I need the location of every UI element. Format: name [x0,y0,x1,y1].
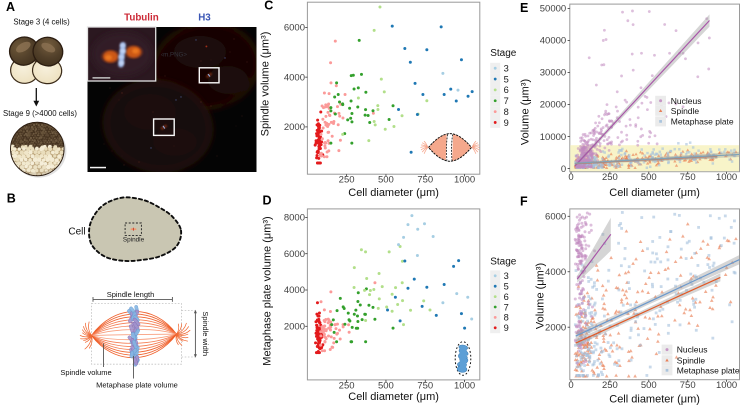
svg-text:Spindle volume (μm³): Spindle volume (μm³) [260,32,272,137]
svg-text:6000: 6000 [545,212,566,223]
svg-text:Cell diameter (μm): Cell diameter (μm) [609,187,700,199]
svg-text:F: F [520,195,528,209]
svg-text:500: 500 [378,380,394,391]
svg-text:1000: 1000 [716,380,737,391]
svg-text:Spindle length: Spindle length [107,290,155,299]
svg-text:E: E [520,1,528,15]
svg-text:Volume (μm³): Volume (μm³) [534,263,546,329]
svg-text:A: A [6,0,15,14]
svg-text:750: 750 [417,380,433,391]
svg-text:Stage: Stage [490,48,517,59]
svg-text:7: 7 [504,302,509,312]
svg-text:750: 750 [680,380,696,391]
svg-text:500: 500 [641,172,657,183]
svg-text:6: 6 [504,85,509,95]
svg-text:50000: 50000 [540,4,566,15]
svg-text:1000: 1000 [716,172,737,183]
svg-text:30000: 30000 [540,68,566,79]
svg-text:250: 250 [339,380,355,391]
svg-text:Nucleus: Nucleus [671,96,702,106]
svg-text:Spindle: Spindle [123,237,145,244]
svg-text:Spindle: Spindle [677,355,706,365]
svg-text:Cell: Cell [68,226,85,237]
svg-text:750: 750 [417,175,433,186]
svg-text:Cell diameter (μm): Cell diameter (μm) [348,187,439,199]
svg-text:3: 3 [504,271,509,281]
svg-text:Cell diameter (μm): Cell diameter (μm) [609,394,700,406]
svg-text:Spindle: Spindle [671,106,700,116]
svg-text:5: 5 [504,282,509,292]
svg-text:0: 0 [561,164,566,175]
svg-text:6000: 6000 [284,23,305,34]
svg-text:10000: 10000 [540,132,566,143]
svg-text:4000: 4000 [284,285,305,296]
svg-text:Stage 3 (4 cells): Stage 3 (4 cells) [13,18,70,27]
svg-text:‹m.PNG>: ‹m.PNG> [161,52,187,59]
svg-text:8: 8 [504,313,509,323]
svg-text:1000: 1000 [454,380,475,391]
svg-text:2000: 2000 [545,322,566,333]
svg-text:750: 750 [680,172,696,183]
svg-text:4000: 4000 [545,267,566,278]
svg-text:1000: 1000 [454,175,475,186]
svg-text:C: C [264,0,273,13]
svg-text:4000: 4000 [284,72,305,83]
svg-text:0: 0 [568,380,573,391]
svg-text:Stage: Stage [490,257,517,268]
svg-text:8: 8 [504,107,509,117]
svg-text:Tubulin: Tubulin [124,12,159,23]
svg-text:Metaphase plate: Metaphase plate [671,116,734,126]
svg-text:500: 500 [378,175,394,186]
svg-text:D: D [263,194,272,208]
svg-text:3: 3 [504,64,509,74]
svg-text:Spindle volume: Spindle volume [60,368,111,377]
svg-text:B: B [7,192,16,206]
svg-text:6000: 6000 [284,249,305,260]
svg-text:Nucleus: Nucleus [677,345,708,355]
svg-text:250: 250 [602,172,618,183]
svg-text:20000: 20000 [540,100,566,111]
svg-text:250: 250 [339,175,355,186]
svg-text:9: 9 [504,323,509,333]
svg-text:Stage 9 (>4000 cells): Stage 9 (>4000 cells) [3,109,77,118]
svg-text:Metaphase plate: Metaphase plate [677,365,740,375]
svg-text:6: 6 [504,292,509,302]
svg-text:H3: H3 [198,12,211,23]
svg-text:Volume (μm³): Volume (μm³) [520,79,532,145]
svg-text:0: 0 [568,172,573,183]
svg-text:Spindle width: Spindle width [201,311,210,356]
svg-text:9: 9 [504,118,509,128]
svg-text:250: 250 [602,380,618,391]
svg-text:2000: 2000 [284,122,305,133]
svg-text:7: 7 [504,96,509,106]
svg-text:Metaphase plate volume (μm³): Metaphase plate volume (μm³) [262,216,274,365]
svg-text:40000: 40000 [540,36,566,47]
svg-text:8000: 8000 [284,213,305,224]
svg-text:2000: 2000 [284,322,305,333]
svg-text:Cell diameter (μm): Cell diameter (μm) [348,391,439,403]
svg-text:Metaphase plate volume: Metaphase plate volume [96,380,178,389]
svg-text:500: 500 [641,380,657,391]
svg-text:5: 5 [504,74,509,84]
